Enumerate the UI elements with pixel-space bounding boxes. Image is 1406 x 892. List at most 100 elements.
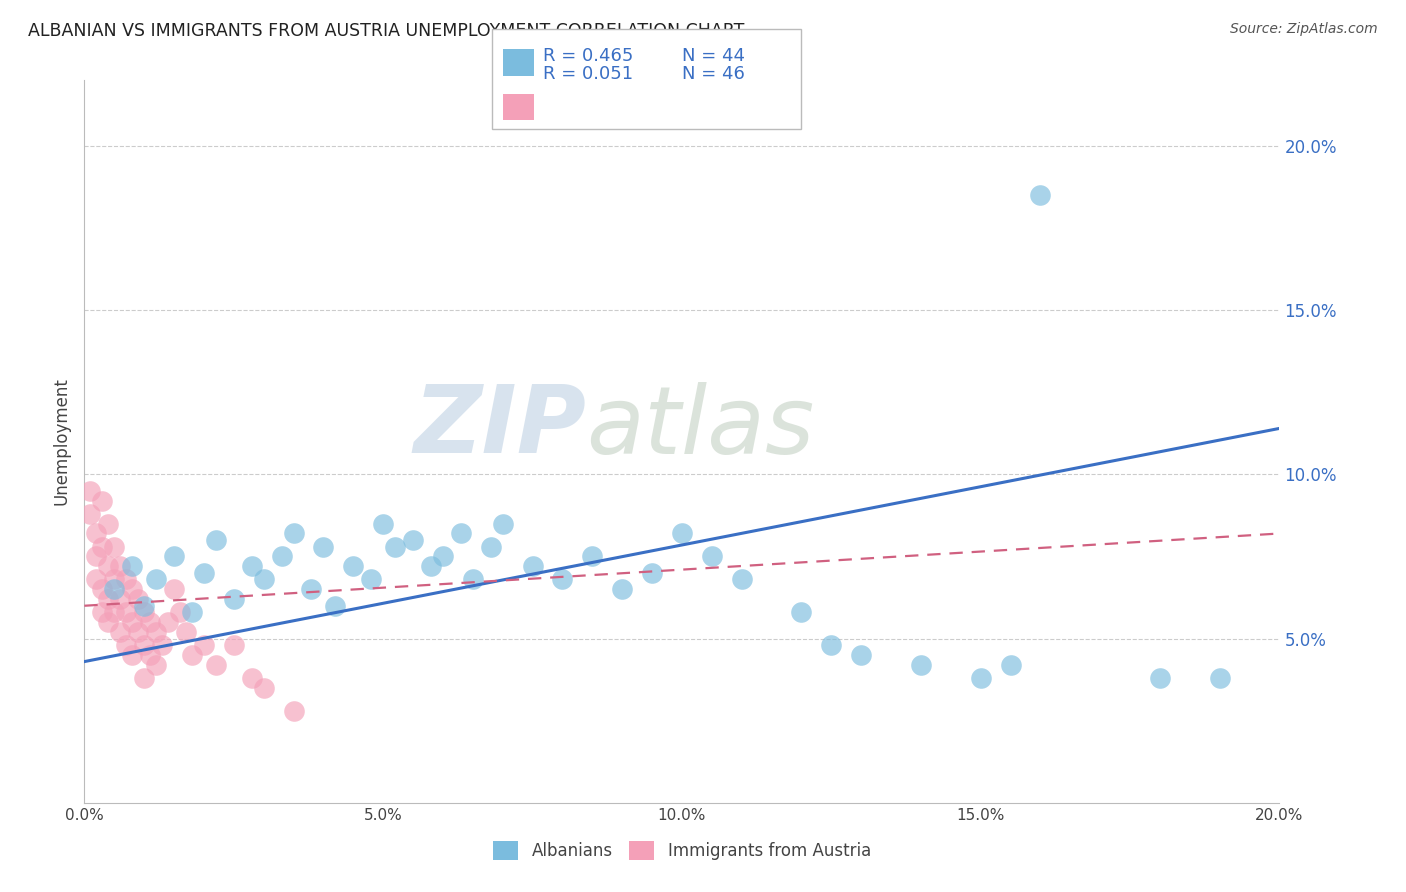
Point bbox=[731, 573, 754, 587]
Point bbox=[205, 533, 228, 547]
Point bbox=[132, 671, 156, 685]
Point bbox=[360, 573, 382, 587]
Text: R = 0.051: R = 0.051 bbox=[543, 65, 633, 83]
Point bbox=[115, 638, 138, 652]
Legend: Albanians, Immigrants from Austria: Albanians, Immigrants from Austria bbox=[486, 834, 877, 867]
Point bbox=[86, 549, 108, 564]
Point bbox=[79, 483, 101, 498]
Text: atlas: atlas bbox=[586, 382, 814, 473]
Point bbox=[86, 573, 108, 587]
Point bbox=[283, 704, 305, 718]
Point bbox=[150, 638, 173, 652]
Point bbox=[91, 582, 114, 597]
Point bbox=[110, 625, 132, 640]
Point bbox=[79, 507, 101, 521]
Text: N = 46: N = 46 bbox=[682, 65, 745, 83]
Point bbox=[91, 493, 114, 508]
Point bbox=[492, 516, 515, 531]
Point bbox=[205, 657, 228, 672]
Point bbox=[301, 582, 323, 597]
Point bbox=[163, 549, 186, 564]
Point bbox=[139, 648, 162, 662]
Point bbox=[373, 516, 395, 531]
Text: N = 44: N = 44 bbox=[682, 47, 745, 65]
Point bbox=[420, 559, 443, 574]
Point bbox=[110, 559, 132, 574]
Y-axis label: Unemployment: Unemployment bbox=[52, 377, 70, 506]
Point bbox=[641, 566, 664, 580]
Point bbox=[1000, 657, 1022, 672]
Point bbox=[97, 615, 120, 630]
Point bbox=[240, 559, 263, 574]
Point bbox=[103, 582, 125, 597]
Point bbox=[145, 573, 167, 587]
Point bbox=[132, 599, 156, 613]
Point bbox=[121, 559, 143, 574]
Text: ALBANIAN VS IMMIGRANTS FROM AUSTRIA UNEMPLOYMENT CORRELATION CHART: ALBANIAN VS IMMIGRANTS FROM AUSTRIA UNEM… bbox=[28, 22, 745, 40]
Point bbox=[139, 615, 162, 630]
Point bbox=[312, 540, 335, 554]
Text: R = 0.465: R = 0.465 bbox=[543, 47, 633, 65]
Point bbox=[121, 648, 143, 662]
Point bbox=[1149, 671, 1171, 685]
Point bbox=[132, 638, 156, 652]
Point bbox=[581, 549, 603, 564]
Point bbox=[115, 573, 138, 587]
Point bbox=[97, 592, 120, 607]
Point bbox=[193, 638, 215, 652]
Point bbox=[181, 605, 204, 619]
Point bbox=[127, 592, 149, 607]
Point bbox=[1029, 188, 1052, 202]
Point bbox=[253, 573, 276, 587]
Point bbox=[145, 625, 167, 640]
Point bbox=[157, 615, 180, 630]
Point bbox=[384, 540, 406, 554]
Point bbox=[461, 573, 484, 587]
Point bbox=[402, 533, 425, 547]
Point bbox=[121, 615, 143, 630]
Point bbox=[700, 549, 723, 564]
Point bbox=[169, 605, 191, 619]
Point bbox=[910, 657, 932, 672]
Point bbox=[851, 648, 873, 662]
Point bbox=[240, 671, 263, 685]
Point bbox=[270, 549, 292, 564]
Text: ZIP: ZIP bbox=[413, 381, 586, 473]
Text: Source: ZipAtlas.com: Source: ZipAtlas.com bbox=[1230, 22, 1378, 37]
Point bbox=[222, 638, 245, 652]
Point bbox=[253, 681, 276, 695]
Point bbox=[325, 599, 347, 613]
Point bbox=[174, 625, 197, 640]
Point bbox=[110, 592, 132, 607]
Point bbox=[193, 566, 215, 580]
Point bbox=[790, 605, 813, 619]
Point bbox=[612, 582, 634, 597]
Point bbox=[1209, 671, 1232, 685]
Point bbox=[86, 526, 108, 541]
Point bbox=[103, 605, 125, 619]
Point bbox=[671, 526, 693, 541]
Point bbox=[103, 540, 125, 554]
Point bbox=[820, 638, 842, 652]
Point bbox=[127, 625, 149, 640]
Point bbox=[163, 582, 186, 597]
Point bbox=[91, 605, 114, 619]
Point bbox=[91, 540, 114, 554]
Point bbox=[970, 671, 993, 685]
Point bbox=[450, 526, 472, 541]
Point bbox=[522, 559, 544, 574]
Point bbox=[97, 559, 120, 574]
Point bbox=[222, 592, 245, 607]
Point bbox=[181, 648, 204, 662]
Point bbox=[103, 573, 125, 587]
Point bbox=[97, 516, 120, 531]
Point bbox=[432, 549, 454, 564]
Point bbox=[132, 605, 156, 619]
Point bbox=[283, 526, 305, 541]
Point bbox=[479, 540, 502, 554]
Point bbox=[115, 605, 138, 619]
Point bbox=[342, 559, 364, 574]
Point bbox=[145, 657, 167, 672]
Point bbox=[121, 582, 143, 597]
Point bbox=[551, 573, 574, 587]
